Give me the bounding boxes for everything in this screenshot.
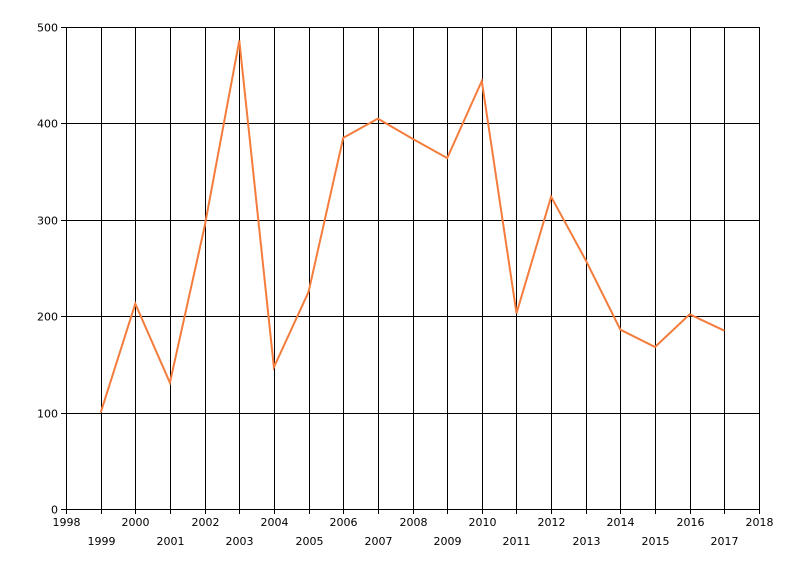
y-tick-labels: 0 100 200 300 400 500 — [37, 22, 58, 517]
x-tick-label: 2008 — [400, 516, 428, 529]
data-point — [100, 412, 102, 414]
data-point — [516, 312, 518, 314]
x-tick-label: 1999 — [88, 535, 116, 548]
x-tick-label: 2018 — [746, 516, 774, 529]
y-tick-label: 400 — [37, 118, 58, 131]
x-tick-label: 2002 — [192, 516, 220, 529]
y-tick-label: 200 — [37, 311, 58, 324]
y-tick-label: 500 — [37, 22, 58, 35]
data-point — [412, 138, 414, 140]
x-tick-label: 2010 — [469, 516, 497, 529]
series-line — [99, 40, 725, 413]
x-tick-label: 2007 — [365, 535, 393, 548]
x-tick-label: 2013 — [573, 535, 601, 548]
data-point — [585, 259, 587, 261]
x-tick-label: 2015 — [642, 535, 670, 548]
series-layer — [99, 40, 725, 414]
data-point — [377, 118, 379, 120]
data-point — [481, 80, 483, 82]
data-point — [308, 291, 310, 293]
data-point — [169, 382, 171, 384]
data-point — [134, 303, 136, 305]
x-tick-label: 2017 — [711, 535, 739, 548]
y-tick-label: 0 — [51, 504, 58, 517]
axes — [61, 27, 760, 514]
y-tick-label: 300 — [37, 215, 58, 228]
x-tick-labels: 1998 1999 2000 2001 2002 2003 2004 2005 2006 2007… — [53, 516, 774, 548]
data-point — [689, 313, 691, 315]
x-tick-label: 1998 — [53, 516, 81, 529]
grid-lines — [66, 27, 760, 509]
data-point — [273, 366, 275, 368]
data-point — [204, 226, 206, 228]
x-tick-label: 2005 — [296, 535, 324, 548]
x-tick-label: 2016 — [677, 516, 705, 529]
x-tick-label: 2004 — [261, 516, 289, 529]
x-tick-label: 2001 — [157, 535, 185, 548]
x-tick-label: 2009 — [434, 535, 462, 548]
x-tick-label: 2014 — [607, 516, 635, 529]
y-tick-label: 100 — [37, 408, 58, 421]
data-point — [654, 346, 656, 348]
data-point — [446, 157, 448, 159]
x-tick-label: 2011 — [503, 535, 531, 548]
x-tick-label: 2000 — [122, 516, 150, 529]
data-point — [342, 137, 344, 139]
x-tick-label: 2003 — [226, 535, 254, 548]
data-point — [550, 196, 552, 198]
data-point — [619, 329, 621, 331]
x-tick-label: 2012 — [538, 516, 566, 529]
x-tick-label: 2006 — [330, 516, 358, 529]
data-point — [238, 40, 240, 42]
data-point — [723, 330, 725, 332]
